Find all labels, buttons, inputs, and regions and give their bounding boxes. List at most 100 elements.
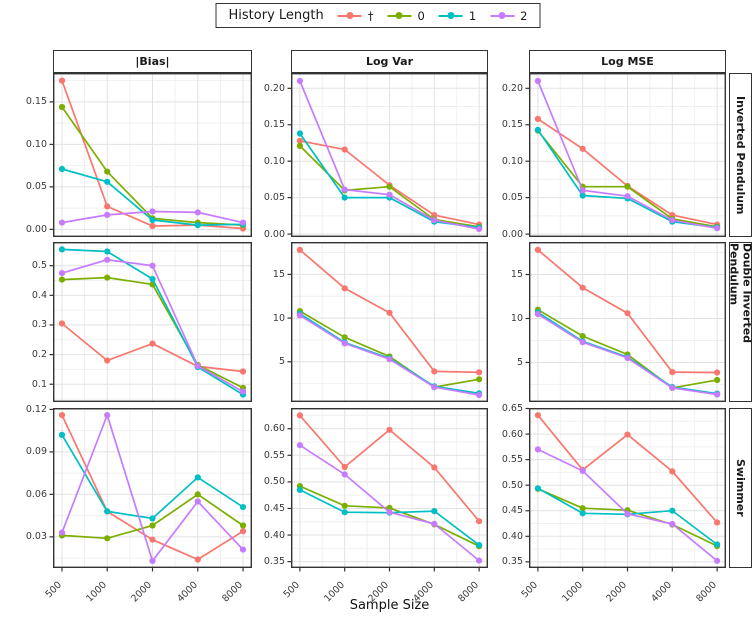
data-point [341, 340, 348, 347]
data-point [386, 191, 393, 198]
data-point [104, 178, 111, 185]
y-tick-label: 0.4 [31, 289, 47, 301]
y-tick-label: 0.10 [501, 155, 523, 167]
legend-label: † [367, 8, 374, 23]
data-point [296, 130, 303, 137]
data-point [58, 529, 66, 536]
data-point [194, 362, 201, 369]
data-point [579, 284, 586, 291]
y-tick-label: 0.5 [31, 260, 47, 272]
data-point [476, 225, 483, 233]
data-point [534, 446, 541, 453]
data-point [58, 431, 66, 438]
data-point [194, 498, 201, 505]
data-point [431, 520, 438, 527]
data-point [624, 193, 631, 200]
data-point [58, 320, 66, 327]
data-point [239, 504, 247, 511]
y-tick-label: 0.35 [501, 556, 523, 568]
data-point [58, 77, 66, 84]
data-point [341, 146, 348, 153]
legend-item-dagger: † [337, 8, 374, 23]
row-strip-swimmer: Swimmer [729, 408, 752, 568]
data-point [341, 285, 348, 292]
panel-swimmer-log-var [287, 407, 489, 572]
data-point [534, 115, 541, 122]
legend: History Length † 0 1 2 [215, 3, 541, 28]
data-point [104, 203, 111, 210]
data-point [579, 187, 586, 194]
data-point [149, 222, 156, 230]
data-point [149, 340, 156, 347]
data-point [194, 491, 201, 498]
data-point [239, 528, 247, 535]
data-point [194, 222, 201, 229]
y-tick-label: 0.00 [501, 228, 523, 240]
data-point [104, 211, 111, 218]
plot-area: |Bias| Log Var Log MSE Inverted Pendulum… [0, 36, 756, 623]
data-point [579, 192, 586, 199]
y-tick-label: 0.12 [25, 403, 47, 415]
data-point [476, 369, 483, 376]
data-point [149, 515, 156, 522]
data-point [149, 522, 156, 529]
data-point [296, 246, 303, 253]
legend-title: History Length [228, 8, 324, 23]
data-point [624, 431, 631, 438]
data-point [296, 77, 303, 85]
y-tick-label: 0.15 [263, 119, 285, 131]
legend-item-1: 1 [438, 9, 476, 23]
data-point [104, 412, 111, 419]
data-point [296, 486, 303, 493]
panel-double-inverted-pendulum-log-mse [525, 241, 727, 403]
legend-key-2-icon [490, 10, 515, 22]
data-point [149, 208, 156, 215]
data-point [149, 536, 156, 543]
y-tick-label: 0.55 [501, 454, 523, 466]
data-point [579, 510, 586, 517]
data-point [239, 388, 247, 395]
data-point [579, 145, 586, 152]
y-tick-label: 0.05 [263, 192, 285, 204]
y-tick-label: 0.05 [25, 181, 47, 193]
y-tick-label: 0.60 [263, 423, 285, 435]
data-point [58, 412, 66, 419]
data-point [104, 274, 111, 281]
data-point [341, 194, 348, 201]
legend-key-dagger-icon [337, 10, 362, 22]
column-strip-bias: |Bias| [53, 50, 252, 73]
data-point [669, 520, 676, 528]
data-point [296, 442, 303, 449]
y-tick-label: 0.06 [25, 488, 47, 500]
data-point [714, 519, 721, 526]
legend-label: 0 [417, 8, 425, 23]
data-point [296, 412, 303, 419]
panel-inverted-pendulum-log-var [287, 72, 489, 238]
panel-inverted-pendulum-log-mse [525, 72, 727, 238]
data-point [296, 137, 303, 144]
x-axis-title: Sample Size [349, 598, 430, 613]
data-point [431, 212, 438, 219]
data-point [104, 248, 111, 255]
data-point [149, 262, 156, 269]
data-point [669, 507, 676, 514]
data-point [579, 467, 586, 474]
y-tick-label: 0.1 [31, 378, 47, 390]
data-point [341, 502, 348, 509]
data-point [239, 546, 247, 553]
data-point [58, 276, 66, 283]
data-point [296, 312, 303, 319]
data-point [431, 368, 438, 375]
data-point [714, 369, 721, 376]
data-point [386, 183, 393, 190]
data-point [431, 217, 438, 224]
y-tick-label: 0.15 [501, 119, 523, 131]
data-point [534, 246, 541, 253]
row-strip-double-inverted-pendulum: Double Inverted Pendulum [728, 242, 754, 402]
data-point [534, 412, 541, 419]
y-tick-label: 0.00 [25, 223, 47, 235]
data-point [341, 509, 348, 516]
y-tick-label: 5 [516, 356, 523, 368]
y-tick-label: 0.15 [25, 96, 47, 108]
